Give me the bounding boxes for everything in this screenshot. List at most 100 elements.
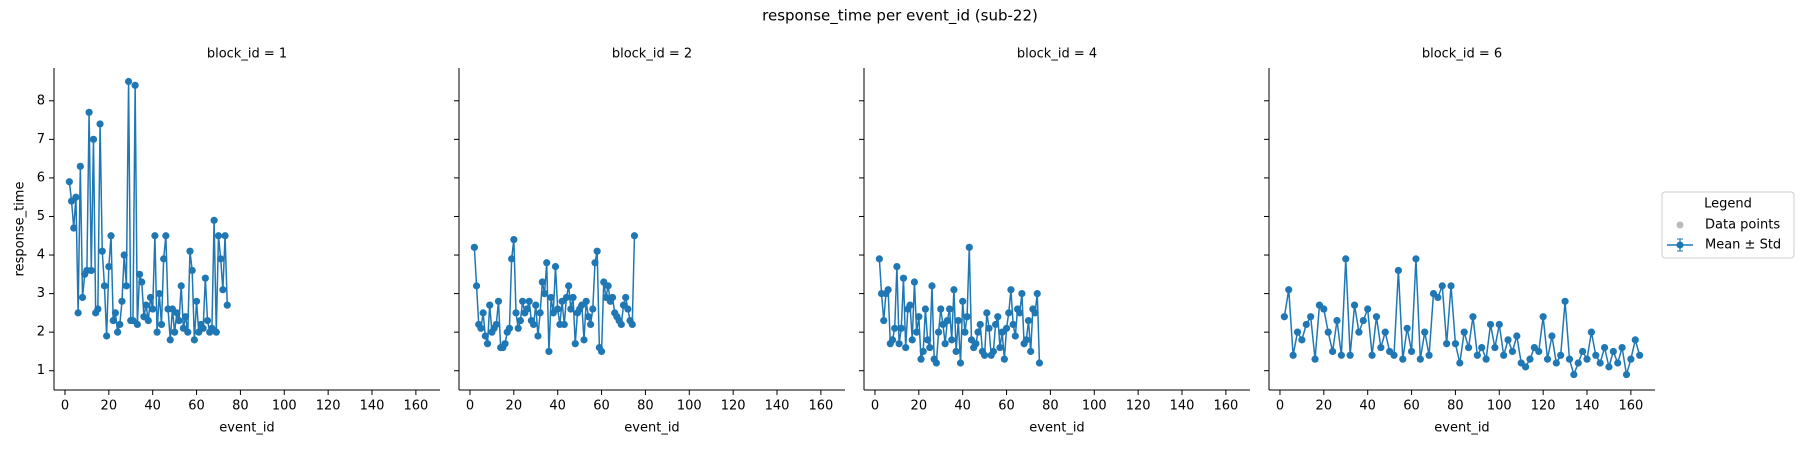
data-point xyxy=(880,316,888,325)
data-point xyxy=(1574,359,1582,367)
data-point xyxy=(142,301,150,309)
data-point xyxy=(111,309,120,317)
data-point xyxy=(1473,351,1481,359)
panel-title: block_id = 6 xyxy=(1422,47,1502,62)
data-point xyxy=(192,297,201,305)
x-tick-label: 60 xyxy=(188,399,205,414)
data-point xyxy=(1002,324,1011,332)
data-point xyxy=(1605,363,1613,371)
data-point xyxy=(486,301,494,309)
data-point xyxy=(1447,282,1455,290)
data-point xyxy=(114,328,122,336)
data-point xyxy=(1618,343,1626,352)
data-point xyxy=(203,316,212,325)
data-point xyxy=(943,316,951,325)
data-point xyxy=(991,320,1000,329)
data-point xyxy=(932,359,940,367)
data-point xyxy=(1412,255,1420,263)
data-point xyxy=(1329,347,1337,356)
data-point xyxy=(162,232,170,240)
data-point xyxy=(996,343,1004,352)
data-point xyxy=(1000,355,1008,363)
data-point xyxy=(1539,313,1547,321)
data-point xyxy=(959,297,967,305)
y-tick-label: 8 xyxy=(37,93,45,108)
data-point xyxy=(604,282,612,290)
data-point xyxy=(897,324,905,332)
x-tick-label: 20 xyxy=(911,399,928,414)
data-point xyxy=(1285,286,1293,294)
data-point xyxy=(1302,320,1310,329)
data-point xyxy=(1421,328,1429,336)
data-point xyxy=(895,340,903,348)
data-point xyxy=(87,266,95,275)
data-point xyxy=(1280,313,1288,321)
data-point xyxy=(171,328,179,336)
data-point xyxy=(1592,351,1600,359)
data-point xyxy=(124,77,133,86)
data-point xyxy=(131,81,139,89)
data-point xyxy=(1552,359,1560,367)
data-point xyxy=(144,316,152,325)
x-tick-label: 0 xyxy=(1276,399,1284,414)
data-point xyxy=(483,340,492,348)
data-point xyxy=(893,262,901,271)
x-axis-label: event_id xyxy=(1029,421,1084,436)
data-point xyxy=(177,282,185,290)
data-point xyxy=(89,135,98,143)
data-point xyxy=(888,336,897,344)
data-point xyxy=(217,255,225,263)
x-axis-label: event_id xyxy=(1434,421,1489,436)
data-point xyxy=(1033,289,1041,298)
y-tick-label: 6 xyxy=(37,170,45,185)
data-point xyxy=(1460,328,1468,336)
data-point xyxy=(1324,328,1332,336)
data-point xyxy=(1513,332,1521,340)
data-point xyxy=(1535,347,1543,356)
data-point xyxy=(1298,336,1306,344)
data-point xyxy=(875,255,883,263)
data-point xyxy=(934,328,943,336)
data-point xyxy=(567,305,575,313)
data-point xyxy=(1016,309,1024,317)
data-point xyxy=(98,247,106,255)
data-point xyxy=(105,262,113,271)
y-tick-label: 2 xyxy=(37,325,45,340)
data-point xyxy=(1469,313,1477,321)
data-point xyxy=(1486,320,1495,329)
data-point xyxy=(1364,305,1372,313)
data-point xyxy=(985,324,993,332)
data-point xyxy=(492,320,500,329)
data-point xyxy=(919,347,927,356)
data-point xyxy=(937,305,945,313)
x-tick-label: 120 xyxy=(1531,399,1556,414)
data-point xyxy=(983,309,991,317)
data-point xyxy=(1587,328,1595,336)
data-point xyxy=(1636,351,1644,359)
data-point xyxy=(1390,351,1398,359)
data-point xyxy=(1583,355,1591,363)
data-point xyxy=(1377,343,1385,352)
data-point xyxy=(1394,266,1402,275)
data-point xyxy=(219,286,227,294)
data-point xyxy=(952,347,960,356)
data-point xyxy=(512,309,520,317)
data-point xyxy=(597,347,606,356)
panel-title: block_id = 2 xyxy=(612,47,692,62)
data-point xyxy=(146,293,155,302)
data-point xyxy=(1307,313,1315,321)
x-tick-label: 120 xyxy=(316,399,341,414)
x-tick-label: 40 xyxy=(1359,399,1376,414)
data-point xyxy=(529,320,538,329)
data-point xyxy=(94,305,102,313)
data-point xyxy=(902,343,910,352)
data-point xyxy=(118,297,126,305)
data-point xyxy=(913,328,921,336)
data-point xyxy=(547,293,555,302)
data-point xyxy=(1022,336,1030,344)
x-tick-label: 100 xyxy=(1082,399,1107,414)
data-point xyxy=(1293,328,1302,336)
x-tick-label: 0 xyxy=(871,399,879,414)
data-point xyxy=(151,232,159,240)
